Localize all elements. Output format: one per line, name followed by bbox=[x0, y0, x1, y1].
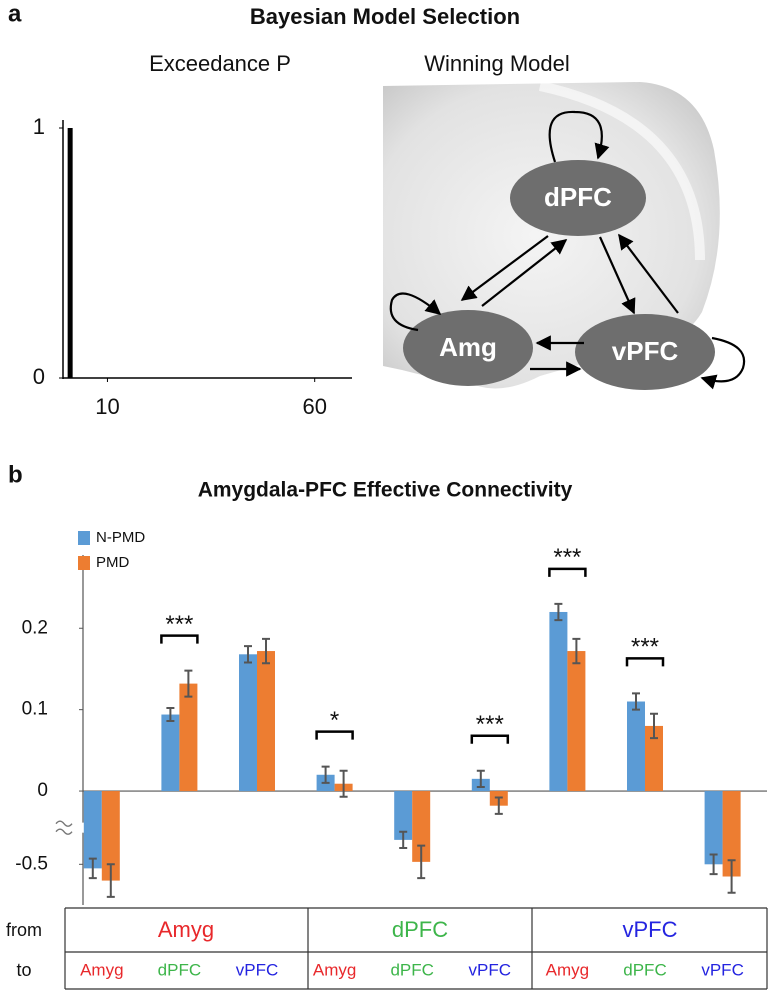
bar bbox=[161, 714, 180, 792]
category-label: Amyg bbox=[546, 960, 589, 979]
bar bbox=[722, 791, 741, 877]
panel-label: a bbox=[8, 0, 22, 27]
bar bbox=[704, 791, 723, 865]
self-loop-arrow bbox=[389, 292, 442, 332]
group-label: Amyg bbox=[158, 917, 214, 942]
arrow bbox=[618, 233, 679, 314]
arrow bbox=[598, 236, 636, 315]
error-bar bbox=[166, 707, 175, 723]
significance-label: * bbox=[330, 707, 339, 734]
error-bar bbox=[399, 830, 408, 850]
significance-bracket bbox=[315, 730, 354, 740]
bar bbox=[549, 611, 568, 792]
axis-break bbox=[55, 820, 73, 835]
node-label: Amg bbox=[439, 332, 497, 362]
error-bar bbox=[184, 669, 193, 698]
bar bbox=[101, 791, 120, 881]
error-bar bbox=[88, 857, 97, 880]
chart-title: Amygdala-PFC Effective Connectivity bbox=[198, 479, 573, 502]
bar bbox=[412, 791, 431, 862]
bar bbox=[627, 701, 645, 792]
group-label: vPFC bbox=[623, 917, 678, 942]
category-label: dPFC bbox=[623, 960, 666, 979]
legend-swatch bbox=[78, 556, 90, 570]
category-label: Amyg bbox=[313, 960, 356, 979]
error-bar bbox=[262, 637, 270, 665]
panel-label: b bbox=[8, 461, 23, 488]
bar bbox=[83, 791, 102, 869]
error-bar bbox=[476, 769, 485, 788]
category-label: vPFC bbox=[701, 960, 744, 979]
legend-label: N-PMD bbox=[96, 529, 145, 546]
bar bbox=[67, 128, 73, 378]
error-bar bbox=[632, 692, 640, 711]
bar bbox=[257, 651, 275, 792]
arrow bbox=[460, 235, 549, 301]
bar bbox=[394, 791, 413, 840]
y-tick-label: 0.1 bbox=[22, 699, 48, 720]
y-tick-label: 0.2 bbox=[22, 617, 48, 638]
x-tick-label: 60 bbox=[302, 394, 326, 419]
significance-label: *** bbox=[476, 711, 504, 738]
self-loop-arrow bbox=[548, 110, 610, 163]
bar bbox=[567, 651, 586, 792]
category-label: dPFC bbox=[390, 960, 433, 979]
error-bar bbox=[339, 769, 348, 798]
error-bar bbox=[572, 637, 581, 665]
bar bbox=[179, 683, 198, 792]
significance-label: *** bbox=[631, 634, 659, 661]
node bbox=[575, 314, 715, 390]
y-tick-label: 0 bbox=[37, 780, 48, 801]
error-bar bbox=[650, 712, 658, 740]
row-label: from bbox=[6, 920, 42, 940]
group-label: dPFC bbox=[392, 917, 448, 942]
error-bar bbox=[244, 645, 252, 664]
error-bar bbox=[321, 765, 330, 784]
brain-shading bbox=[538, 81, 705, 261]
significance-bracket bbox=[548, 567, 587, 577]
node-label: dPFC bbox=[544, 182, 612, 212]
significance-bracket bbox=[160, 634, 199, 644]
bar bbox=[239, 654, 257, 792]
error-bar bbox=[727, 859, 736, 894]
self-loop-arrow bbox=[700, 336, 746, 390]
panel-title: Bayesian Model Selection bbox=[250, 4, 520, 29]
y-tick-label: 0 bbox=[33, 364, 45, 389]
category-label: dPFC bbox=[158, 960, 201, 979]
error-bar bbox=[494, 796, 503, 815]
arrow bbox=[481, 239, 568, 307]
y-tick-label: -0.5 bbox=[15, 853, 48, 874]
y-tick-label: 1 bbox=[33, 114, 45, 139]
bar bbox=[645, 725, 663, 792]
error-bar bbox=[106, 863, 115, 898]
node-label: vPFC bbox=[612, 336, 679, 366]
category-label: Amyg bbox=[80, 960, 123, 979]
category-label: vPFC bbox=[236, 960, 279, 979]
category-label: vPFC bbox=[469, 960, 512, 979]
legend-swatch bbox=[78, 531, 90, 545]
winning-model-diagram: dPFC Amg vPFC bbox=[383, 81, 746, 390]
significance-bracket bbox=[625, 657, 665, 667]
significance-label: *** bbox=[165, 611, 193, 638]
error-bar bbox=[417, 844, 426, 880]
significance-bracket bbox=[470, 734, 510, 744]
significance-label: *** bbox=[553, 544, 581, 571]
x-tick-label: 10 bbox=[95, 394, 119, 419]
row-label: to bbox=[16, 960, 31, 980]
legend-label: PMD bbox=[96, 554, 130, 571]
chart-title: Exceedance P bbox=[149, 51, 291, 76]
node bbox=[510, 160, 646, 236]
error-bar bbox=[709, 853, 718, 876]
error-bar bbox=[554, 602, 563, 622]
category-table: from to bbox=[6, 907, 768, 990]
diagram-title: Winning Model bbox=[424, 51, 570, 76]
node bbox=[403, 310, 533, 386]
